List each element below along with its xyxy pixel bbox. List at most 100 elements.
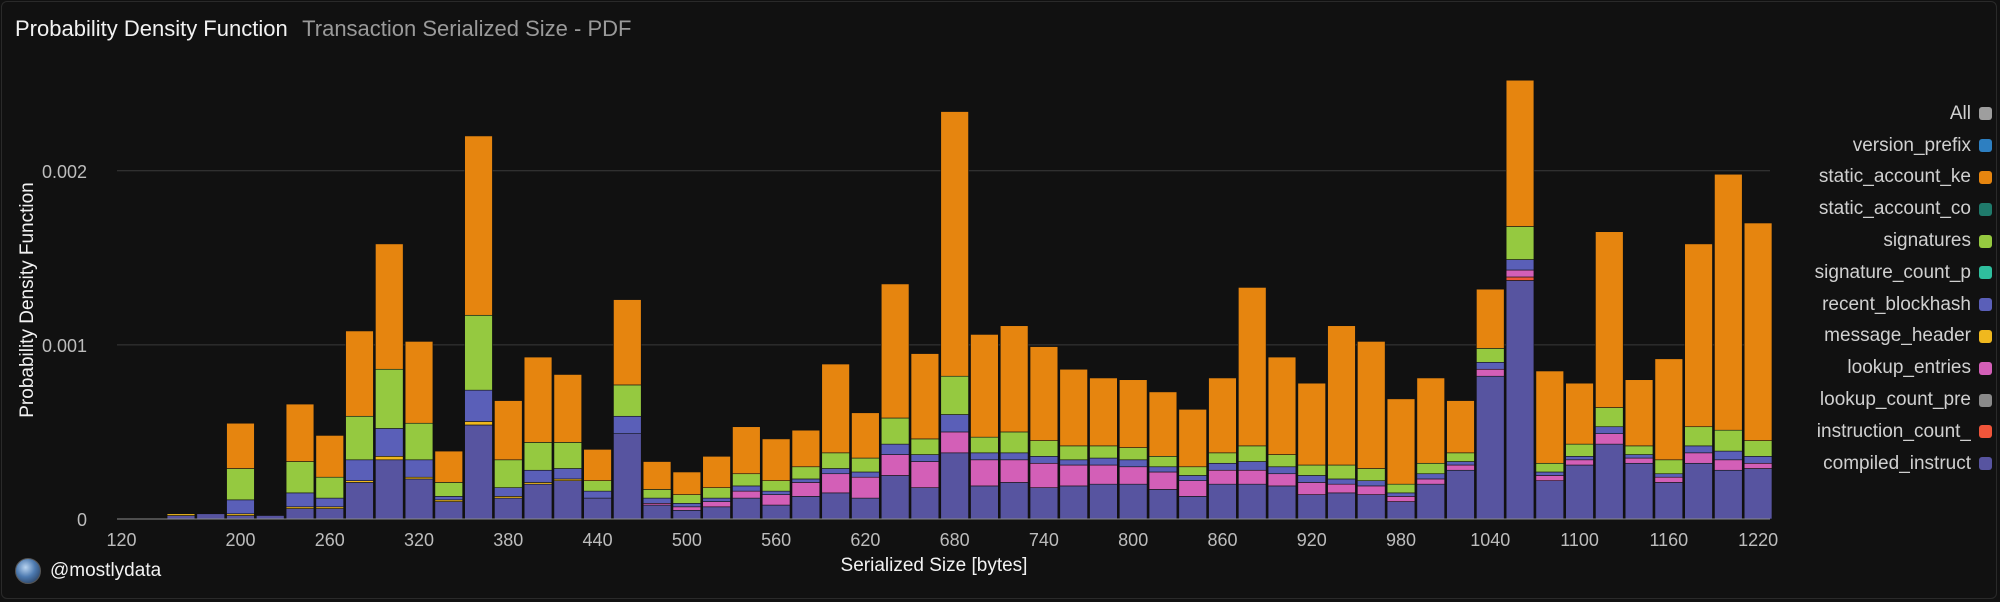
bar-segment [285,461,315,494]
bar-segment [1119,447,1148,461]
legend-swatch [1979,107,1992,121]
bar-segment [1059,445,1088,461]
legend-swatch [1979,425,1992,439]
bar-segment [583,449,612,481]
bar-segment [1238,287,1267,447]
chart-header: Probability Density Function Transaction… [15,16,631,42]
bar-segment [434,450,463,483]
legend-label: static_account_co [1818,198,1971,220]
bar-segment [285,492,315,508]
bar-segment [642,497,672,504]
bar-segment [940,414,969,433]
bar-segment [970,459,999,487]
bar-segment [1238,461,1267,471]
bar-segment [1624,454,1654,459]
x-tick-label: 680 [940,530,970,550]
bar-segment [1178,466,1207,476]
x-tick-label: 620 [850,530,880,550]
bar-segment [1654,473,1684,478]
bar-segment [613,433,642,520]
bar-segment [1535,475,1564,481]
bar-segment [1089,483,1118,520]
bar-segment [880,283,910,419]
bar-segment [999,325,1029,433]
bar-segment [1208,377,1237,454]
bar-segment [702,497,731,502]
legend-label: message_header [1824,325,1971,347]
bar-segment [375,428,404,457]
bar-segment [702,501,731,508]
legend-swatch [1979,234,1992,248]
x-tick-label: 740 [1029,530,1059,550]
legend-item[interactable]: instruction_count_ [1770,416,1992,448]
bar-segment [285,403,315,462]
legend-item[interactable]: version_prefix [1770,130,1992,162]
bar-segment [1714,459,1743,471]
bar-segment [434,482,463,497]
bar-segment [375,459,404,520]
bar-segment [910,353,940,440]
bar-segment [821,468,850,475]
bar-segment [880,443,910,455]
x-tick-label: 320 [404,530,434,550]
bar-segment [196,513,225,520]
bar-segment [1327,325,1356,466]
bar-segment [1267,473,1297,487]
legend-item[interactable]: message_header [1770,321,1992,353]
bar-segment [1238,445,1267,462]
x-tick-label: 980 [1386,530,1416,550]
x-tick-label: 800 [1118,530,1148,550]
bar-segment [1029,456,1059,464]
bar-segment [345,459,374,481]
bar-segment [1565,382,1594,445]
legend-item[interactable]: static_account_co [1770,193,1992,225]
bar-segment [375,368,404,429]
bar-segment [1119,379,1148,448]
x-tick-label: 860 [1207,530,1237,550]
bar-segment [1476,368,1505,377]
bar-segment [1119,466,1148,485]
bar-segment [464,135,493,316]
bar-segment [523,469,553,483]
x-tick-label: 560 [761,530,791,550]
bar-segment [1089,445,1118,459]
author-handle: @mostlydata [50,560,162,581]
x-tick-label: 200 [225,530,255,550]
bar-segment [702,456,731,488]
bar-segment [1089,457,1118,466]
bar-segment [672,509,702,520]
legend-item[interactable]: compiled_instruct [1770,448,1992,480]
legend-item[interactable]: All [1770,98,1992,130]
bar-segment [761,480,791,492]
bar-segment [315,497,344,508]
legend-item[interactable]: lookup_count_pre [1770,384,1992,416]
bar-segment [434,496,463,501]
bar-segment [256,515,285,520]
bar-segment [1148,466,1178,473]
x-tick-label: 260 [315,530,345,550]
legend-item[interactable]: signatures [1770,225,1992,257]
legend-label: All [1949,102,1971,124]
legend-swatch [1979,393,1992,407]
bar-segment [851,471,880,478]
bar-segment [1565,443,1594,457]
bar-segment [1208,483,1237,520]
legend-swatch [1979,298,1992,312]
legend-item[interactable]: static_account_ke [1770,162,1992,194]
bar-segment [702,506,731,520]
bar-segment [1535,480,1564,520]
legend-item[interactable]: lookup_entries [1770,352,1992,384]
bar-segment [1565,464,1594,520]
bar-segment [315,508,344,520]
bar-segment [1357,468,1386,481]
bar-segment [1505,226,1535,260]
chart-title: Probability Density Function [15,16,288,41]
bar-segment [1416,462,1445,475]
bar-segment [404,459,434,478]
legend-item[interactable]: signature_count_p [1770,257,1992,289]
bar-segment [1267,454,1297,468]
bar-segment [732,485,761,492]
legend-item[interactable]: recent_blockhash [1770,289,1992,321]
bar-segment [1624,462,1654,520]
bar-segment [1148,456,1178,468]
